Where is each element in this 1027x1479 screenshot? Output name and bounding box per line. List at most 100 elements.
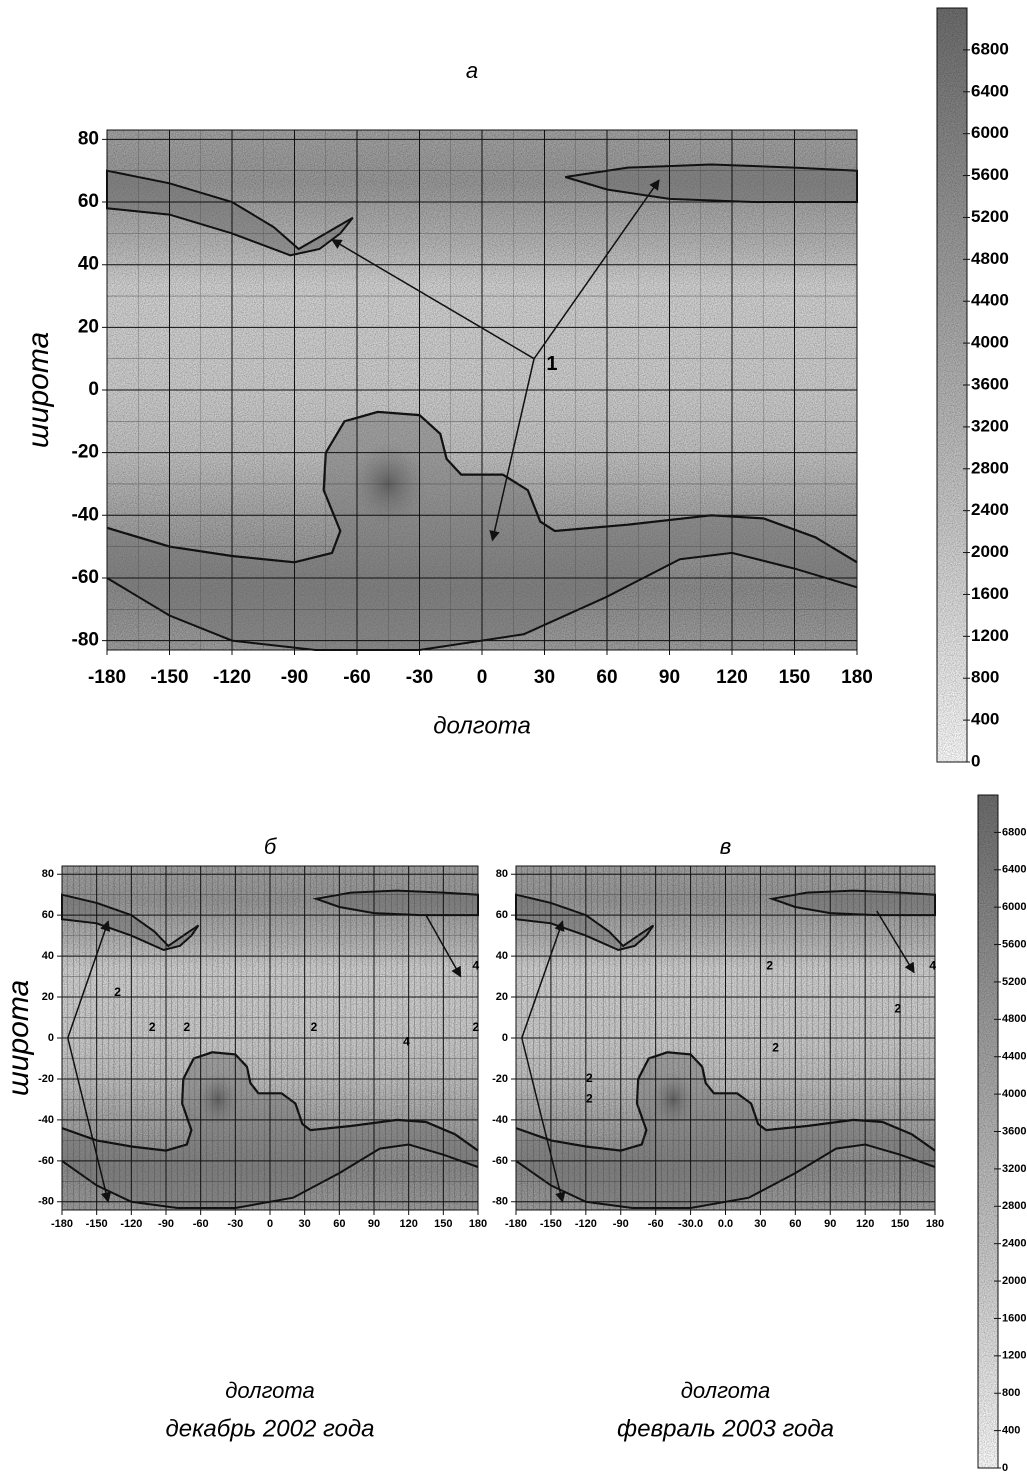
annotation: 2 (311, 1020, 318, 1034)
colorbar-tick-label: 1200 (1002, 1350, 1026, 1362)
colorbar-tick-label: 400 (1002, 1425, 1020, 1437)
colorbar-tick-label: 400 (971, 710, 999, 729)
colorbar-tick-label: 0 (1002, 1462, 1008, 1474)
y-tick-label: -60 (38, 1155, 54, 1167)
y-tick-label: 40 (78, 254, 99, 275)
colorbar-tick-label: 2000 (971, 542, 1009, 561)
y-tick-label: 60 (496, 909, 508, 921)
colorbar-tick-label: 3200 (971, 416, 1009, 435)
colorbar-tick-label: 5600 (971, 165, 1009, 184)
y-tick-label: 80 (496, 868, 508, 880)
y-tick-label: 40 (42, 950, 54, 962)
figure: -180-150-120-90-60-300306090120150180-80… (0, 0, 1027, 1474)
colorbar-tick-label: 4400 (1002, 1051, 1026, 1063)
y-tick-label: 80 (78, 128, 99, 149)
colorbar-tick-label: 5200 (971, 207, 1009, 226)
y-tick-label: -20 (72, 442, 99, 463)
y-tick-label: 0 (502, 1032, 508, 1044)
annotation: 4 (403, 1034, 410, 1048)
x-tick-label: -180 (505, 1218, 527, 1230)
y-tick-label: 0 (88, 379, 99, 400)
colorbar-tick-label: 4000 (971, 333, 1009, 352)
x-tick-label: 180 (926, 1218, 944, 1230)
y-tick-label: 80 (42, 868, 54, 880)
annotation: 1 (546, 353, 557, 375)
y-tick-label: -40 (492, 1114, 508, 1126)
x-tick-label: 90 (659, 667, 680, 688)
x-tick-label: -60 (648, 1218, 664, 1230)
x-tick-label: 30 (754, 1218, 766, 1230)
annotation: 4 (929, 959, 936, 973)
annotation: 2 (149, 1020, 156, 1034)
x-tick-label: -30 (406, 667, 433, 688)
x-tick-label: -30 (227, 1218, 243, 1230)
colorbar-tick-label: 6400 (971, 81, 1009, 100)
x-tick-label: 0.0 (718, 1218, 733, 1230)
colorbar-tick-label: 6800 (971, 39, 1009, 58)
colorbar-tick-label: 0 (971, 751, 980, 770)
annotation: 2 (114, 985, 121, 999)
colorbar-tick-label: 2800 (971, 458, 1009, 477)
colorbar-tick-label: 6000 (1002, 901, 1026, 913)
colorbar-tick-label: 3600 (971, 374, 1009, 393)
y-tick-label: 20 (496, 991, 508, 1003)
x-tick-label: 120 (856, 1218, 874, 1230)
annotation: 2 (586, 1071, 593, 1085)
y-tick-label: -80 (72, 630, 99, 651)
x-tick-label: 150 (891, 1218, 909, 1230)
annotation: 2 (894, 1002, 901, 1016)
x-tick-label: -150 (150, 667, 188, 688)
y-tick-label: -40 (72, 504, 99, 525)
annotation: 2 (586, 1092, 593, 1106)
x-tick-label: 90 (824, 1218, 836, 1230)
y-tick-label: 60 (42, 909, 54, 921)
y-tick-label: 20 (78, 316, 99, 337)
colorbar-tick-label: 2400 (1002, 1238, 1026, 1250)
x-tick-label: 60 (333, 1218, 345, 1230)
colorbar-tick-label: 3600 (1002, 1125, 1026, 1137)
colorbar-tick-label: 800 (1002, 1387, 1020, 1399)
x-tick-label: -150 (540, 1218, 562, 1230)
x-tick-label: -60 (193, 1218, 209, 1230)
colorbar-tick-label: 2400 (971, 500, 1009, 519)
x-axis-label: долгота (433, 712, 531, 739)
y-tick-label: -60 (72, 567, 99, 588)
colorbar-tick-label: 6400 (1002, 864, 1026, 876)
y-tick-label: -20 (492, 1073, 508, 1085)
x-tick-label: -90 (613, 1218, 629, 1230)
annotation: 2 (472, 1020, 479, 1034)
colorbar-tick-label: 1600 (1002, 1312, 1026, 1324)
panel-subtitle: декабрь 2002 года (165, 1415, 374, 1442)
x-tick-label: 0 (477, 667, 488, 688)
x-tick-label: 0 (267, 1218, 273, 1230)
colorbar-tick-label: 4400 (971, 291, 1009, 310)
colorbar-tick-label: 2800 (1002, 1200, 1026, 1212)
x-axis-label: долгота (681, 1378, 770, 1403)
x-tick-label: -120 (120, 1218, 142, 1230)
panel-title: а (466, 58, 478, 83)
annotation: 2 (766, 959, 773, 973)
colorbar-tick-label: 5600 (1002, 938, 1026, 950)
x-tick-label: 60 (789, 1218, 801, 1230)
x-tick-label: 150 (779, 667, 811, 688)
panel-subtitle: февраль 2003 года (617, 1415, 834, 1442)
x-tick-label: -90 (158, 1218, 174, 1230)
y-tick-label: -60 (492, 1155, 508, 1167)
colorbar-tick-label: 5200 (1002, 976, 1026, 988)
colorbar-tick-label: 800 (971, 668, 999, 687)
annotation: 4 (472, 959, 479, 973)
x-tick-label: 30 (299, 1218, 311, 1230)
y-tick-label: -20 (38, 1073, 54, 1085)
x-tick-label: -180 (51, 1218, 73, 1230)
x-tick-label: 60 (596, 667, 617, 688)
x-axis-label: долгота (225, 1378, 314, 1403)
colorbar-texture (937, 8, 967, 762)
colorbar-tick-label: 4000 (1002, 1088, 1026, 1100)
x-tick-label: 30 (534, 667, 555, 688)
x-tick-label: 120 (716, 667, 748, 688)
annotation: 2 (184, 1020, 191, 1034)
x-tick-label: -120 (575, 1218, 597, 1230)
colorbar-tick-label: 3200 (1002, 1163, 1026, 1175)
x-tick-label: 150 (434, 1218, 452, 1230)
x-tick-label: 180 (841, 667, 873, 688)
